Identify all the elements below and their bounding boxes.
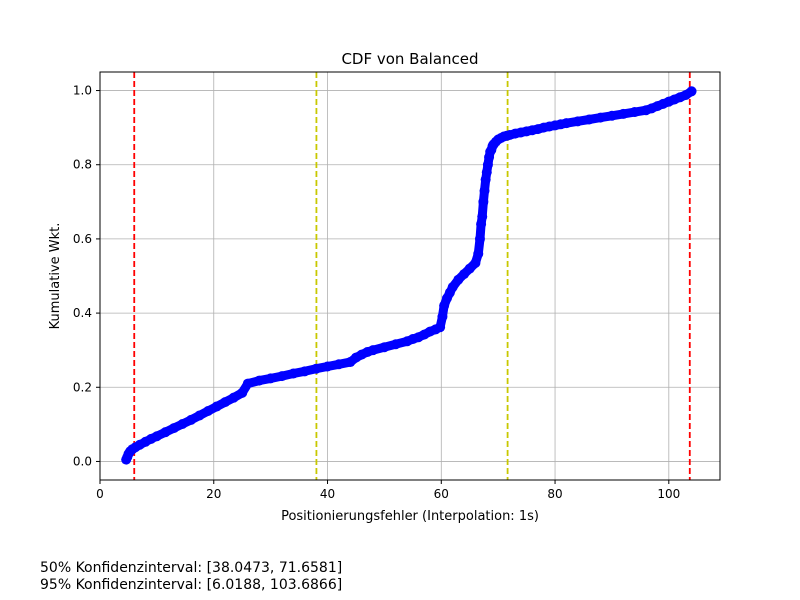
cdf-point	[595, 112, 606, 123]
confidence-interval-95: 95% Konfidenzinterval: [6.0188, 103.6866…	[40, 577, 343, 593]
cdf-line	[121, 86, 697, 465]
cdf-point	[618, 108, 629, 119]
cdf-point	[477, 211, 488, 222]
cdf-series	[121, 86, 697, 465]
cdf-chart: 0 20 40 60 80 100 0.0 0.2 0.4 0.6 0.8 1.0 CDF von B…	[48, 50, 721, 524]
x-tick-label: 40	[320, 487, 335, 501]
cdf-point	[686, 86, 697, 97]
confidence-lines	[133, 72, 691, 480]
cdf-point	[203, 406, 214, 417]
cdf-point	[482, 159, 493, 170]
cdf-point	[379, 342, 390, 353]
axes-frame	[99, 71, 721, 481]
cdf-point	[322, 361, 333, 372]
cdf-point	[151, 431, 162, 442]
cdf-point	[194, 410, 205, 421]
cdf-point	[481, 167, 492, 178]
cdf-point	[480, 174, 491, 185]
cdf-point	[474, 233, 485, 244]
y-tick-label: 1.0	[73, 84, 92, 98]
cdf-point	[478, 196, 489, 207]
x-tick-label: 20	[206, 487, 221, 501]
cdf-point	[572, 116, 583, 127]
cdf-point	[299, 366, 310, 377]
cdf-point	[561, 118, 572, 129]
cdf-point	[333, 359, 344, 370]
cdf-point	[470, 258, 481, 269]
x-tick-label: 0	[96, 487, 104, 501]
y-tick-label: 0.2	[73, 380, 92, 394]
y-tick-label: 0.6	[73, 232, 92, 246]
chart-title: CDF von Balanced	[341, 50, 478, 68]
cdf-point	[242, 378, 253, 389]
cdf-point	[629, 107, 640, 118]
cdf-point	[237, 387, 248, 398]
cdf-point	[437, 311, 448, 322]
cdf-point	[288, 368, 299, 379]
cdf-point	[168, 423, 179, 434]
cdf-point	[220, 397, 231, 408]
cdf-point	[211, 401, 222, 412]
cdf-point	[311, 363, 322, 374]
y-tick-label: 0.8	[73, 158, 92, 172]
cdf-point	[479, 185, 490, 196]
y-axis-label: Kumulative Wkt.	[48, 223, 63, 330]
y-tick-label: 0.4	[73, 306, 92, 320]
cdf-point	[254, 375, 265, 386]
cdf-point	[473, 248, 484, 259]
cdf-point	[476, 219, 487, 230]
axis-ticks: 0 20 40 60 80 100 0.0 0.2 0.4 0.6 0.8 1.0	[73, 84, 680, 501]
cdf-point	[606, 110, 617, 121]
x-tick-label: 60	[434, 487, 449, 501]
confidence-interval-50: 50% Konfidenzinterval: [38.0473, 71.6581…	[40, 560, 343, 576]
cdf-point	[265, 373, 276, 384]
x-tick-label: 80	[547, 487, 562, 501]
cdf-point	[186, 414, 197, 425]
grid-lines	[99, 72, 720, 480]
x-tick-label: 100	[657, 487, 680, 501]
cdf-point	[447, 282, 458, 293]
cdf-point	[277, 371, 288, 382]
cdf-point	[390, 339, 401, 350]
cdf-point	[228, 392, 239, 403]
cdf-point	[584, 114, 595, 125]
cdf-point	[177, 418, 188, 429]
cdf-point	[160, 427, 171, 438]
cdf-point	[435, 322, 446, 333]
x-axis-label: Positionierungsfehler (Interpolation: 1s…	[281, 509, 539, 524]
y-tick-label: 0.0	[73, 454, 92, 468]
cdf-point	[368, 345, 379, 356]
